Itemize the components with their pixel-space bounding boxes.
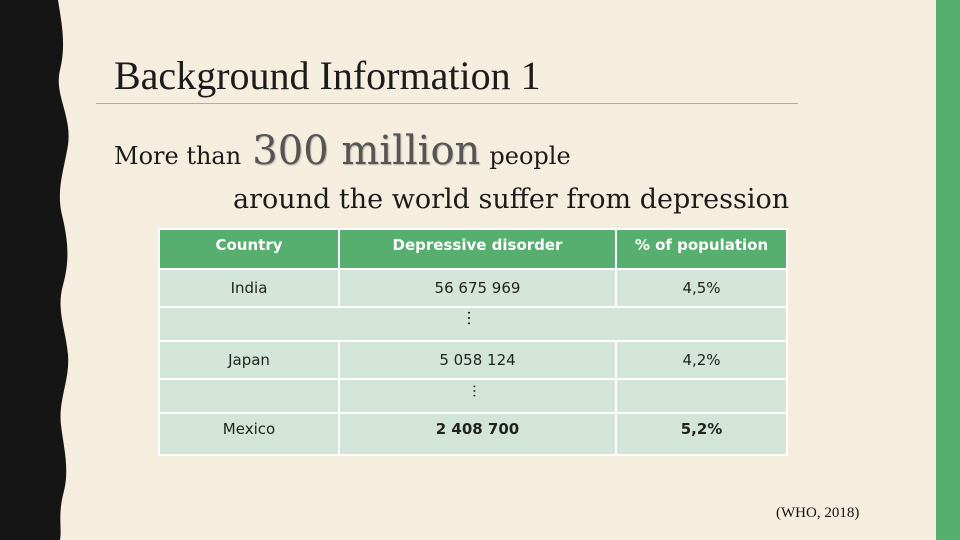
count-cell: 56 675 969	[338, 268, 617, 308]
title-divider	[96, 103, 798, 104]
headline-emphasis: 300 million	[252, 128, 481, 174]
percent-cell: 4,2%	[615, 340, 788, 380]
country-cell: Mexico	[158, 412, 340, 456]
percent-cell: 5,2%	[615, 412, 788, 456]
table-row: Japan 5 058 124 4,2%	[158, 340, 788, 380]
percent-cell: 4,5%	[615, 268, 788, 308]
accent-stripe	[936, 0, 960, 540]
ellipsis-blank-cell	[615, 378, 788, 414]
depression-table: Country Depressive disorder % of populat…	[158, 228, 788, 456]
torn-edge-decoration	[0, 0, 69, 540]
count-cell: 2 408 700	[338, 412, 617, 456]
headline-suffix: people	[489, 142, 571, 170]
table-row: India 56 675 969 4,5%	[158, 268, 788, 308]
header-country: Country	[158, 228, 340, 270]
ellipsis-cell: …	[158, 306, 788, 342]
header-depressive-disorder: Depressive disorder	[338, 228, 617, 270]
ellipsis-blank-cell	[158, 378, 340, 414]
country-cell: Japan	[158, 340, 340, 380]
headline-line-2: around the world suffer from depression	[233, 184, 790, 215]
headline-prefix: More than	[114, 142, 242, 170]
slide-title: Background Information 1	[114, 53, 541, 98]
table-row: Mexico 2 408 700 5,2%	[158, 412, 788, 456]
header-percent-population: % of population	[615, 228, 788, 270]
count-cell: 5 058 124	[338, 340, 617, 380]
table-row-ellipsis: …	[158, 378, 788, 414]
table-header-row: Country Depressive disorder % of populat…	[158, 228, 788, 270]
country-cell: India	[158, 268, 340, 308]
ellipsis-cell: …	[338, 378, 617, 414]
table-row-ellipsis: …	[158, 306, 788, 342]
headline-line-1: More than 300 million people	[114, 128, 571, 174]
vertical-ellipsis: …	[464, 310, 483, 326]
source-citation: (WHO, 2018)	[776, 505, 860, 521]
vertical-ellipsis: …	[469, 384, 486, 398]
